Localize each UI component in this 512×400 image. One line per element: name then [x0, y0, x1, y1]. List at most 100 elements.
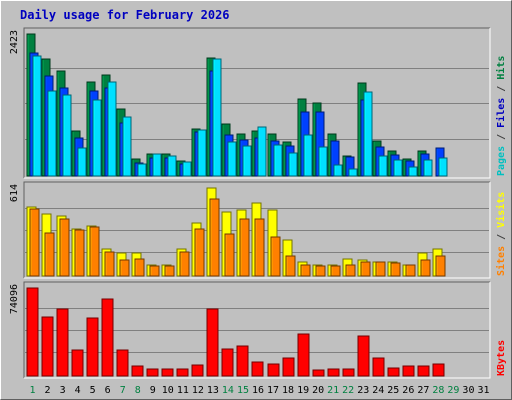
bar-pages-day-23 [363, 91, 373, 177]
bar-kbytes-day-22 [342, 368, 355, 377]
bar-pages-day-13 [212, 58, 222, 177]
bar-kbytes-day-18 [282, 357, 295, 377]
chart-title: Daily usage for February 2026 [20, 8, 230, 22]
bar-sites-day-10 [164, 265, 175, 277]
day-label-6: 6 [105, 385, 111, 396]
bar-kbytes-day-12 [191, 364, 204, 377]
bar-sites-day-22 [345, 264, 356, 277]
bar-pages-day-10 [167, 155, 177, 177]
day-label-7: 7 [120, 385, 126, 396]
day-label-29: 29 [447, 385, 459, 396]
bar-kbytes-day-7 [116, 349, 129, 377]
bar-pages-day-22 [348, 168, 358, 177]
bar-kbytes-day-4 [71, 349, 84, 377]
day-label-27: 27 [417, 385, 429, 396]
day-label-4: 4 [75, 385, 81, 396]
day-label-8: 8 [135, 385, 141, 396]
bar-pages-day-19 [303, 134, 313, 177]
bar-sites-day-18 [285, 255, 296, 277]
day-label-15: 15 [237, 385, 249, 396]
plot-border-shadow [23, 181, 490, 278]
bar-kbytes-day-8 [131, 365, 144, 377]
bar-sites-day-19 [300, 264, 311, 277]
bar-kbytes-day-6 [101, 298, 114, 377]
bar-kbytes-day-16 [251, 361, 264, 377]
bar-kbytes-day-20 [312, 369, 325, 377]
bar-kbytes-day-2 [41, 316, 54, 377]
bar-kbytes-day-23 [357, 335, 370, 377]
bar-pages-day-11 [182, 161, 192, 177]
bar-pages-day-2 [47, 90, 57, 177]
day-label-10: 10 [162, 385, 174, 396]
legend-hits-files-pages: Pages / Files / Hits [495, 56, 507, 176]
bar-sites-day-20 [315, 265, 326, 277]
bar-sites-day-7 [119, 259, 130, 277]
plot-border-shadow [23, 281, 490, 378]
bar-sites-day-2 [44, 232, 55, 277]
bar-sites-day-21 [330, 265, 341, 277]
day-label-31: 31 [477, 385, 489, 396]
bar-pages-day-12 [197, 129, 207, 177]
bar-kbytes-day-21 [327, 368, 340, 377]
bar-kbytes-day-5 [86, 317, 99, 377]
bar-kbytes-day-17 [267, 363, 280, 377]
bar-kbytes-day-13 [206, 308, 219, 377]
bar-kbytes-day-19 [297, 333, 310, 377]
x-axis-day-labels: 1 2 3 4 5 6 7 8 9 10 11 12 13 14 15 16 17 18 19 20 21 22 23 24 2… [30, 385, 490, 396]
day-label-26: 26 [402, 385, 414, 396]
plot-border-highlight [24, 282, 491, 379]
y-max-label: 74096 [9, 284, 20, 314]
bar-kbytes-day-25 [387, 367, 400, 377]
day-label-9: 9 [150, 385, 156, 396]
legend-entry: Hits [495, 56, 507, 80]
bar-pages-day-18 [288, 152, 298, 177]
bar-sites-day-23 [360, 261, 371, 277]
bar-pages-day-7 [122, 116, 132, 177]
bar-pages-day-3 [62, 94, 72, 177]
legend-entry: Files [495, 98, 507, 128]
bar-pages-day-1 [32, 55, 42, 177]
bar-pages-day-16 [257, 126, 267, 177]
plot-border-shadow [23, 27, 490, 178]
day-label-19: 19 [297, 385, 309, 396]
bar-sites-day-24 [375, 261, 386, 277]
bar-kbytes-day-3 [56, 308, 69, 377]
bar-sites-day-11 [179, 251, 190, 277]
day-label-25: 25 [387, 385, 399, 396]
bar-sites-day-4 [74, 229, 85, 277]
bar-pages-day-8 [137, 163, 147, 177]
day-label-16: 16 [252, 385, 264, 396]
legend-entry: / [496, 80, 507, 98]
day-label-5: 5 [90, 385, 96, 396]
bar-pages-day-28 [438, 157, 448, 177]
bar-pages-day-21 [333, 164, 343, 177]
bar-pages-day-4 [77, 147, 87, 177]
day-label-11: 11 [177, 385, 189, 396]
bar-sites-day-14 [224, 233, 235, 277]
bar-sites-day-13 [209, 198, 220, 277]
bar-sites-day-16 [254, 218, 265, 277]
bar-kbytes-day-28 [432, 363, 445, 377]
bar-pages-day-15 [242, 145, 252, 177]
day-label-23: 23 [357, 385, 369, 396]
bar-pages-day-9 [152, 153, 162, 177]
day-label-13: 13 [207, 385, 219, 396]
bar-kbytes-day-14 [221, 348, 234, 377]
bar-pages-day-20 [318, 146, 328, 177]
day-label-17: 17 [267, 385, 279, 396]
bars-hits-files-pages [26, 33, 448, 177]
chart-panels: 2423 Pages / Files / Hits 614 Sites / Visit… [9, 27, 507, 379]
bars-kbytes [26, 287, 445, 377]
legend-entry: KBytes [496, 340, 507, 376]
day-label-2: 2 [45, 385, 51, 396]
bar-sites-day-6 [104, 251, 115, 277]
bar-kbytes-day-10 [161, 368, 174, 377]
legend-kbytes: KBytes [496, 340, 507, 376]
y-max-label: 2423 [9, 30, 20, 54]
day-label-20: 20 [312, 385, 324, 396]
day-label-22: 22 [342, 385, 354, 396]
panel-kbytes: 74096 KBytes [9, 281, 507, 379]
bar-sites-day-28 [435, 255, 446, 277]
